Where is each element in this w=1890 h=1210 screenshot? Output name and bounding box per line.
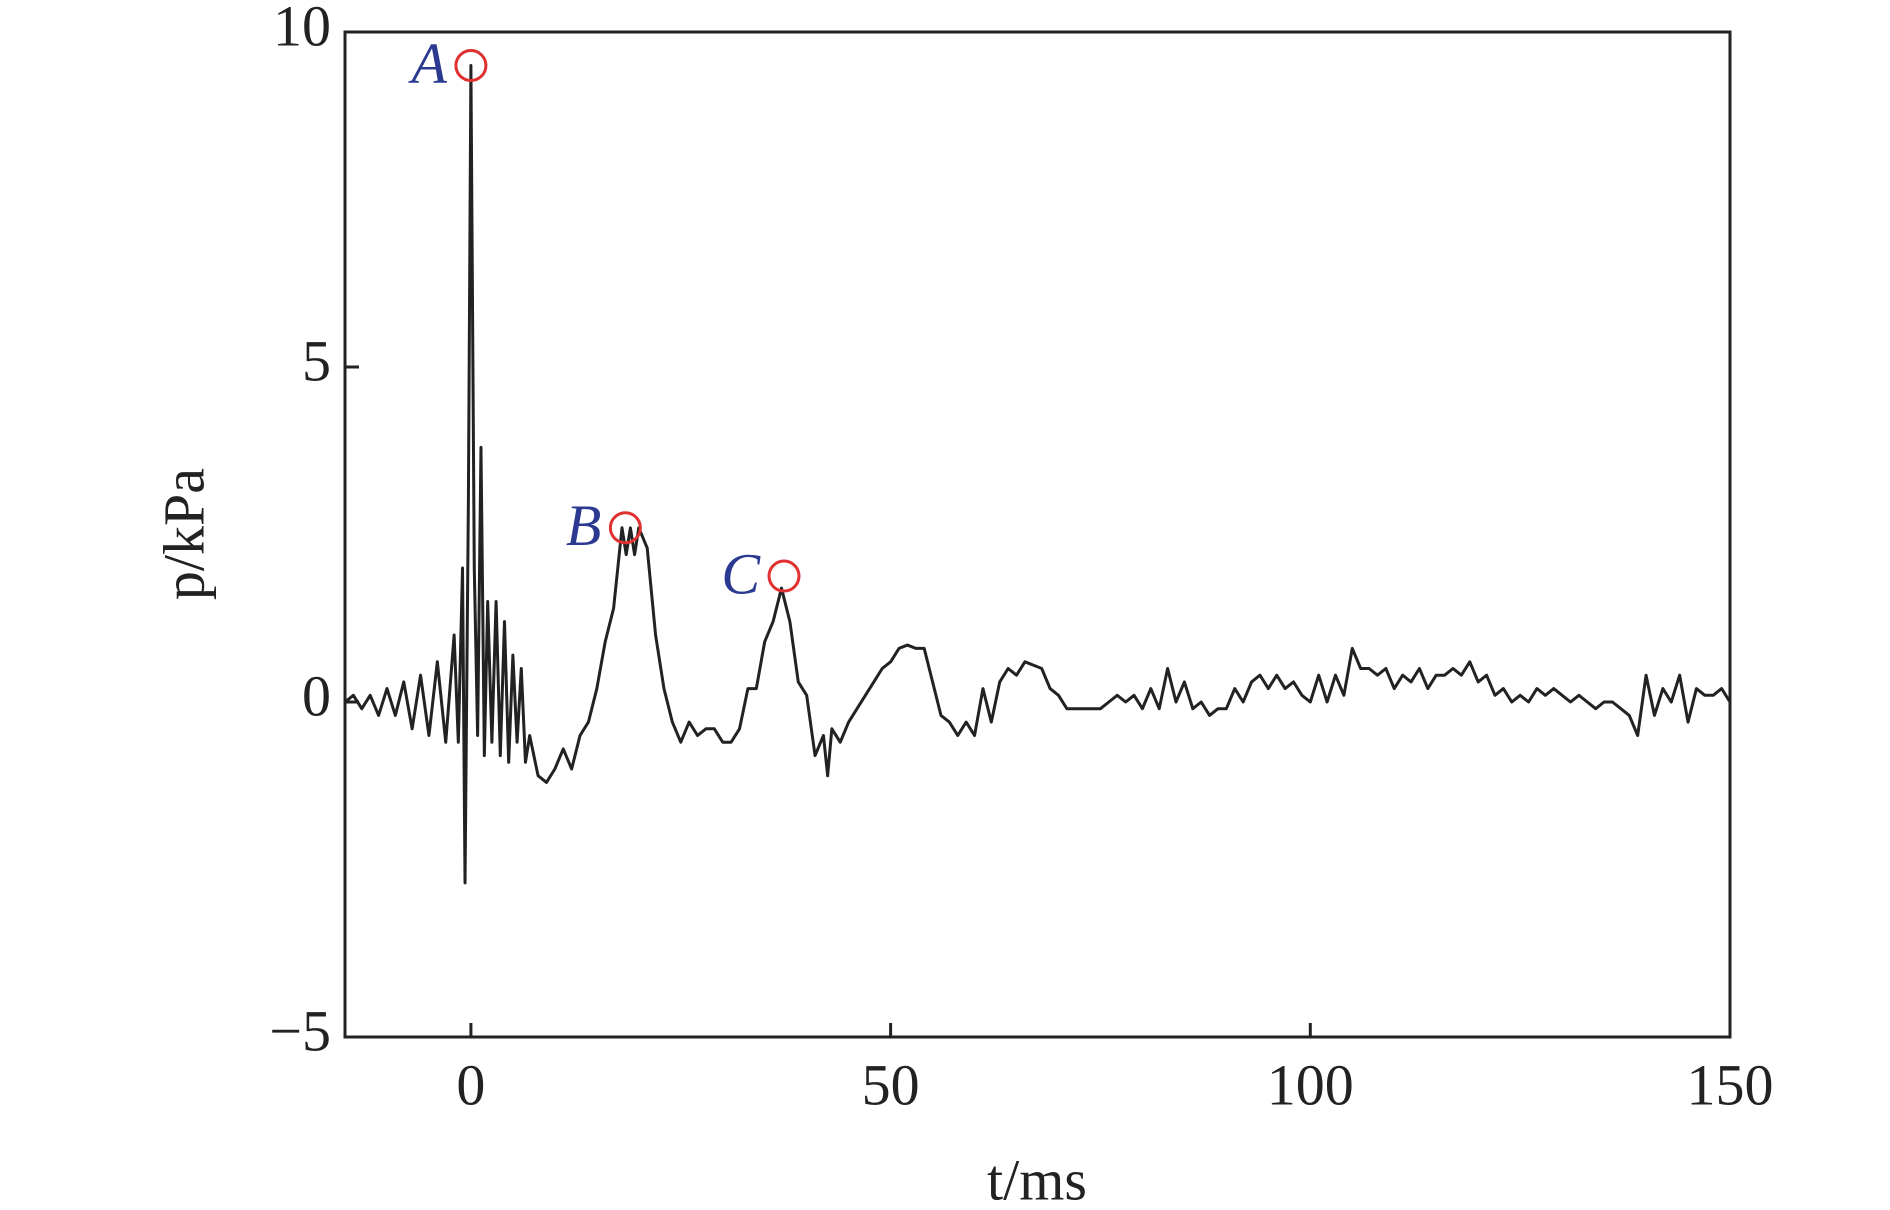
- y-tick-label: 5: [302, 328, 331, 393]
- annotation-label: A: [407, 31, 447, 96]
- peak-marker: [454, 49, 488, 82]
- x-tick-label: 100: [1267, 1052, 1354, 1117]
- peak-marker: [767, 559, 801, 593]
- annotation-label: B: [566, 493, 601, 558]
- y-tick-label: −5: [269, 998, 331, 1063]
- x-tick-label: 50: [862, 1052, 920, 1117]
- x-tick-label: 150: [1687, 1052, 1774, 1117]
- annotation-label: C: [721, 541, 761, 606]
- y-tick-label: 0: [302, 663, 331, 728]
- y-tick-label: 10: [273, 0, 331, 58]
- pressure-line: [344, 64, 1732, 885]
- plot-frame: [343, 30, 1732, 1039]
- x-axis-label: t/ms: [987, 1147, 1087, 1210]
- peak-marker: [608, 511, 642, 545]
- y-axis-label: p/kPa: [151, 468, 216, 600]
- x-tick-label: 0: [456, 1052, 485, 1117]
